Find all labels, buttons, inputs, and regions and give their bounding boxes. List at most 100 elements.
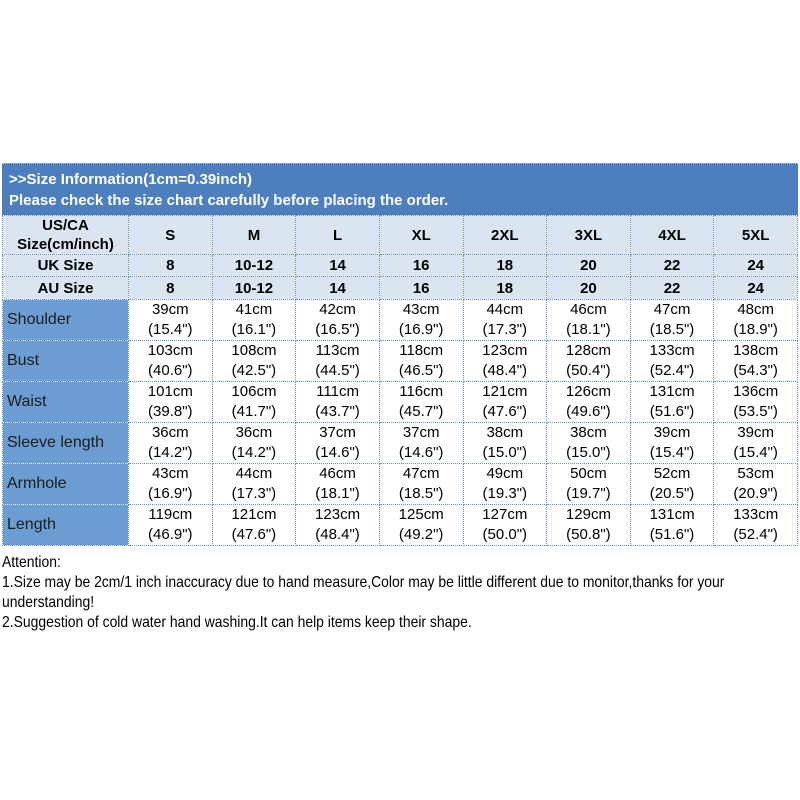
value-cm: 46cm xyxy=(570,301,607,318)
value-inch: (18.5") xyxy=(398,485,444,502)
value-cm: 38cm xyxy=(570,424,607,441)
measurement-cell-armhole-2xl: 49cm (19.3") xyxy=(462,463,548,505)
uk-size-value-s: 8 xyxy=(128,254,213,277)
au-size-value-m: 10-12 xyxy=(211,276,297,300)
value-inch: (18.1") xyxy=(315,485,360,502)
value-inch: (15.4") xyxy=(733,444,778,461)
value-cm: 38cm xyxy=(486,424,524,441)
value-inch: (14.2") xyxy=(148,444,193,461)
measurement-cell-bust-2xl: 123cm (48.4") xyxy=(462,340,548,382)
value-inch: (14.6") xyxy=(398,444,444,461)
value-inch: (49.6") xyxy=(566,403,611,420)
measurement-row-length: Length 119cm (46.9") 121cm (47.6") 123cm (48.4… xyxy=(2,504,798,546)
measurement-cell-bust-5xl: 138cm (54.3") xyxy=(713,340,798,382)
size-header-row: US/CA Size(cm/inch) S M L XL 2XL 3XL 4XL 5XL xyxy=(2,215,798,255)
value-cm: 127cm xyxy=(482,506,528,523)
measurement-label-shoulder: Shoulder xyxy=(2,299,129,341)
measurement-cell-waist-m: 106cm (41.7") xyxy=(211,381,297,423)
value-cm: 37cm xyxy=(402,424,440,441)
measurement-row-waist: Waist 101cm (39.8") 106cm (41.7") 111cm (43.7"… xyxy=(2,381,798,423)
measurement-cell-bust-xl: 118cm (46.5") xyxy=(378,340,464,382)
value-cm: 43cm xyxy=(402,301,440,318)
measurement-cell-armhole-m: 44cm (17.3") xyxy=(211,463,297,505)
size-column-header-s: S xyxy=(128,215,213,255)
value-cm: 133cm xyxy=(733,506,779,523)
attention-section: Attention: 1.Size may be 2cm/1 inch inac… xyxy=(2,553,798,633)
measurement-cell-waist-5xl: 136cm (53.5") xyxy=(713,381,798,423)
measurement-cell-armhole-4xl: 52cm (20.5") xyxy=(629,463,715,505)
value-cm: 136cm xyxy=(733,383,779,400)
measurement-cell-sleeve-length-s: 36cm (14.2") xyxy=(128,422,213,464)
value-inch: (51.6") xyxy=(649,526,695,543)
value-inch: (42.5") xyxy=(231,362,277,379)
corner-header-cell: US/CA Size(cm/inch) xyxy=(2,215,129,255)
size-column-header-4xl: 4XL xyxy=(629,215,715,255)
value-inch: (41.7") xyxy=(231,403,277,420)
value-cm: 113cm xyxy=(315,342,360,359)
attention-title: Attention: xyxy=(2,554,61,571)
value-cm: 118cm xyxy=(399,342,444,359)
uk-size-value-5xl: 24 xyxy=(713,254,798,277)
value-cm: 43cm xyxy=(151,465,189,482)
value-cm: 41cm xyxy=(235,301,273,318)
au-size-value-xl: 16 xyxy=(378,276,464,300)
measurement-cell-bust-s: 103cm (40.6") xyxy=(128,340,213,382)
measurement-cell-bust-3xl: 128cm (50.4") xyxy=(546,340,631,382)
measurement-cell-sleeve-length-4xl: 39cm (15.4") xyxy=(629,422,715,464)
value-cm: 106cm xyxy=(231,383,277,400)
value-cm: 52cm xyxy=(653,465,691,482)
value-cm: 128cm xyxy=(565,342,611,359)
measurement-label-bust: Bust xyxy=(2,340,129,382)
measurement-cell-shoulder-2xl: 44cm (17.3") xyxy=(462,299,548,341)
value-cm: 121cm xyxy=(231,506,277,523)
measurement-cell-sleeve-length-3xl: 38cm (15.0") xyxy=(546,422,631,464)
size-chart-sheet: >>Size Information(1cm=0.39inch) Please … xyxy=(2,163,798,633)
corner-header-line1: US/CA xyxy=(42,217,89,234)
size-column-header-5xl: 5XL xyxy=(713,215,798,255)
value-cm: 39cm xyxy=(653,424,691,441)
value-cm: 47cm xyxy=(653,301,691,318)
measurement-cell-shoulder-m: 41cm (16.1") xyxy=(211,299,297,341)
value-inch: (40.6") xyxy=(148,362,193,379)
measurement-label-armhole: Armhole xyxy=(2,463,129,505)
measurement-cell-shoulder-xl: 43cm (16.9") xyxy=(378,299,464,341)
measurement-cell-bust-l: 113cm (44.5") xyxy=(295,340,380,382)
measurement-cell-shoulder-s: 39cm (15.4") xyxy=(128,299,213,341)
measurement-cell-waist-4xl: 131cm (51.6") xyxy=(629,381,715,423)
measurement-cell-sleeve-length-l: 37cm (14.6") xyxy=(295,422,380,464)
measurement-label-length: Length xyxy=(2,504,129,546)
value-cm: 37cm xyxy=(319,424,356,441)
value-inch: (50.8") xyxy=(566,526,611,543)
measurement-cell-bust-4xl: 133cm (52.4") xyxy=(629,340,715,382)
value-inch: (46.5") xyxy=(398,362,444,379)
value-inch: (20.5") xyxy=(649,485,695,502)
value-cm: 123cm xyxy=(315,506,361,523)
value-cm: 39cm xyxy=(151,301,189,318)
value-cm: 47cm xyxy=(402,465,440,482)
value-cm: 125cm xyxy=(398,506,444,523)
size-table: US/CA Size(cm/inch) S M L XL 2XL 3XL 4XL 5XL UK… xyxy=(2,215,798,546)
uk-size-value-3xl: 20 xyxy=(546,254,631,277)
value-cm: 44cm xyxy=(486,301,524,318)
value-cm: 111cm xyxy=(316,383,359,400)
uk-size-value-l: 14 xyxy=(295,254,380,277)
measurement-cell-length-m: 121cm (47.6") xyxy=(211,504,297,546)
uk-size-value-4xl: 22 xyxy=(629,254,715,277)
value-inch: (20.9") xyxy=(733,485,778,502)
measurement-label-waist: Waist xyxy=(2,381,129,423)
value-cm: 133cm xyxy=(649,342,695,359)
value-cm: 48cm xyxy=(737,301,775,318)
measurement-cell-shoulder-5xl: 48cm (18.9") xyxy=(713,299,798,341)
value-inch: (14.6") xyxy=(315,444,360,461)
value-inch: (19.7") xyxy=(566,485,611,502)
uk-size-value-2xl: 18 xyxy=(462,254,548,277)
measurement-cell-waist-2xl: 121cm (47.6") xyxy=(462,381,548,423)
value-inch: (44.5") xyxy=(315,362,360,379)
value-inch: (46.9") xyxy=(148,526,193,543)
value-cm: 53cm xyxy=(737,465,775,482)
measurement-cell-length-l: 123cm (48.4") xyxy=(295,504,380,546)
value-cm: 108cm xyxy=(231,342,277,359)
banner: >>Size Information(1cm=0.39inch) Please … xyxy=(2,163,798,215)
value-cm: 101cm xyxy=(147,383,193,400)
